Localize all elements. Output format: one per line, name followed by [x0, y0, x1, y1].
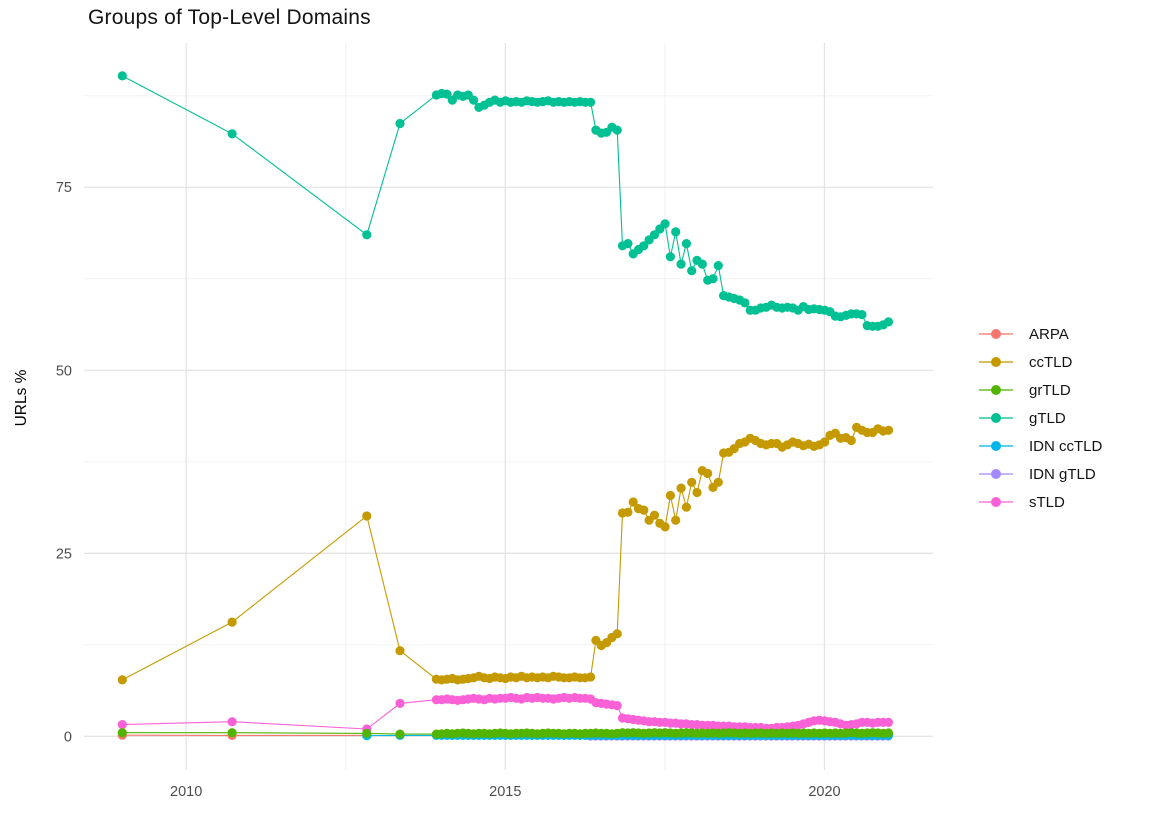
- legend: ARPA ccTLD grTLD gTLD IDN ccTLD IDN gTLD sTLD: [978, 320, 1102, 516]
- series-point-gtld: [713, 261, 723, 271]
- series-point-gtld: [857, 310, 867, 320]
- series-point-stld: [117, 720, 127, 730]
- series-point-stld: [395, 698, 405, 709]
- legend-label-gtld: gTLD: [1029, 409, 1066, 427]
- series-point-cctld: [687, 477, 697, 487]
- series-point-gtld: [665, 252, 676, 262]
- legend-label-idn-cctld: IDN ccTLD: [1029, 437, 1103, 455]
- y-tick-label: 0: [64, 729, 72, 745]
- series-point-gtld: [708, 274, 718, 284]
- series-point-cctld: [395, 646, 405, 656]
- series-point-gtld: [469, 95, 479, 105]
- series-point-cctld: [639, 505, 649, 515]
- series-point-cctld: [623, 507, 633, 517]
- series-point-cctld: [703, 468, 713, 479]
- legend-key-icon-grtld: [979, 385, 1013, 395]
- series-point-gtld: [740, 298, 750, 308]
- legend-item-stld: sTLD: [978, 488, 1102, 516]
- series-point-grtld: [117, 728, 127, 738]
- series-point-gtld: [681, 239, 692, 249]
- series-point-stld: [612, 701, 622, 711]
- series-point-gtld: [639, 241, 649, 251]
- series-point-cctld: [820, 437, 830, 447]
- x-tick-label: 2010: [170, 784, 202, 800]
- series-point-cctld: [660, 522, 670, 532]
- series-point-cctld: [628, 497, 638, 507]
- y-tick-label: 75: [56, 180, 72, 196]
- legend-label-cctld: ccTLD: [1029, 353, 1073, 371]
- series-point-grtld: [362, 728, 372, 739]
- series-point-gtld: [442, 89, 452, 99]
- series-point-gtld: [697, 259, 707, 269]
- legend-item-arpa: ARPA: [978, 320, 1102, 348]
- series-point-gtld: [671, 227, 681, 237]
- x-tick-label: 2015: [489, 784, 521, 800]
- legend-item-idn-cctld: IDN ccTLD: [978, 432, 1102, 460]
- legend-key-icon-idn-cctld: [979, 441, 1013, 451]
- series-point-gtld: [660, 219, 670, 229]
- series-point-cctld: [665, 490, 676, 501]
- series-point-cctld: [671, 515, 681, 525]
- legend-key-icon-gtld: [979, 413, 1013, 423]
- series-point-gtld: [362, 230, 372, 240]
- series-point-gtld: [586, 97, 596, 107]
- legend-key-icon-stld: [979, 497, 1013, 507]
- legend-label-stld: sTLD: [1029, 493, 1065, 511]
- legend-item-cctld: ccTLD: [978, 348, 1102, 376]
- series-point-gtld: [623, 239, 633, 249]
- legend-key-icon-cctld: [979, 357, 1013, 367]
- legend-label-grtld: grTLD: [1029, 381, 1071, 399]
- series-point-cctld: [227, 617, 237, 627]
- series-point-gtld: [883, 317, 894, 327]
- series-point-gtld: [687, 266, 697, 276]
- series-point-cctld: [846, 435, 856, 446]
- series-point-grtld: [883, 728, 894, 738]
- series-point-gtld: [395, 118, 405, 129]
- series-point-cctld: [117, 675, 127, 685]
- chart-title: Groups of Top-Level Domains: [88, 6, 371, 29]
- y-tick-label: 25: [56, 546, 72, 562]
- series-point-cctld: [649, 510, 660, 520]
- series-point-gtld: [676, 259, 686, 269]
- series-point-cctld: [586, 672, 596, 682]
- legend-key-icon-arpa: [979, 329, 1013, 339]
- legend-key-icon-idn-gtld: [979, 469, 1013, 479]
- series-point-cctld: [362, 511, 372, 521]
- legend-item-grtld: grTLD: [978, 376, 1102, 404]
- legend-item-idn-gtld: IDN gTLD: [978, 460, 1102, 488]
- series-point-cctld: [692, 487, 702, 498]
- series-point-stld: [227, 717, 237, 727]
- series-point-cctld: [612, 629, 622, 639]
- legend-label-arpa: ARPA: [1029, 325, 1069, 343]
- y-tick-label: 50: [56, 363, 72, 379]
- series-point-stld: [883, 717, 894, 728]
- series-point-grtld: [227, 728, 237, 738]
- series-point-cctld: [883, 425, 894, 435]
- legend-label-idn-gtld: IDN gTLD: [1029, 465, 1096, 483]
- series-point-cctld: [681, 502, 692, 512]
- series-point-cctld: [713, 477, 723, 487]
- series-point-gtld: [612, 125, 622, 135]
- legend-item-gtld: gTLD: [978, 404, 1102, 432]
- series-point-gtld: [227, 129, 237, 139]
- series-point-gtld: [117, 71, 127, 81]
- series-point-gtld: [649, 230, 660, 240]
- series-point-cctld: [676, 483, 686, 493]
- x-tick-label: 2020: [808, 784, 840, 800]
- series-point-grtld: [395, 729, 405, 739]
